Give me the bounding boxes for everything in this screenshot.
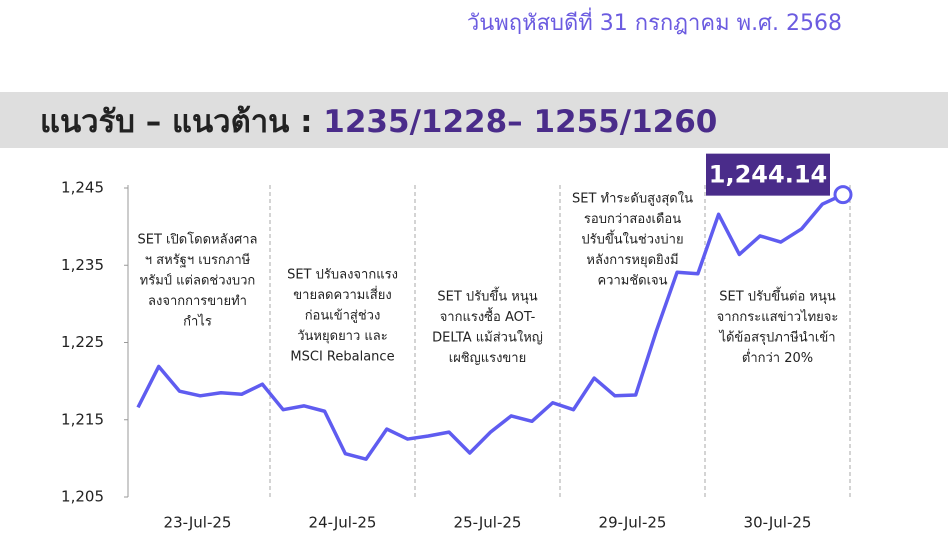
x-tick-label: 24-Jul-25 [309, 514, 377, 532]
y-tick-label: 1,245 [61, 179, 104, 197]
annotation: SET ปรับขึ้นต่อ หนุน [719, 287, 836, 305]
callout-box [706, 153, 830, 196]
annotation: หลังการหยุดยิงมี [586, 252, 678, 268]
y-tick-label: 1,225 [61, 333, 104, 351]
annotation: ขายลดความเสี่ยง [293, 286, 391, 303]
annotation: วันหยุดยาว และ [297, 329, 388, 344]
title: แนวรับ – แนวต้าน : [40, 104, 323, 140]
annotation: กำไร [183, 314, 212, 330]
annotation: ก่อนเข้าสู่ช่วง [305, 309, 381, 324]
y-tick-label: 1,215 [61, 410, 104, 428]
annotation: DELTA แม้ส่วนใหญ่ [432, 330, 543, 346]
annotation: SET ทำระดับสูงสุดใน [572, 191, 693, 207]
annotation: SET ปรับขึ้น หนุน [437, 287, 537, 305]
annotation: เผชิญแรงขาย [449, 351, 526, 366]
annotation: จากแรงซื้อ AOT- [440, 307, 536, 325]
annotation: SET เปิดโดดหลังศาล [138, 232, 258, 248]
annotation: ทรัมป์ แต่ลดช่วงบวก [140, 273, 256, 289]
banner-text: แนวรับ – แนวต้าน : 1235/1228– 1255/1260 [40, 104, 717, 140]
last-point [833, 185, 853, 205]
x-tick-label: 29-Jul-25 [599, 514, 667, 532]
annotation: ความชัดเจน [597, 274, 667, 289]
callout-label: 1,244.14 [709, 161, 827, 189]
date: วันพฤหัสบดีที่ 31 กรกฎาคม พ.ศ. 2568 [467, 7, 842, 36]
subtitle: 1235/1228– 1255/1260 [323, 104, 717, 140]
annotation: ฯ สหรัฐฯ เบรกภาษี [145, 252, 251, 268]
y-tick-label: 1,235 [61, 256, 104, 274]
annotation: จากกระแสข่าวไทยจะ [717, 309, 839, 325]
x-tick-label: 25-Jul-25 [454, 514, 522, 532]
y-tick-label: 1,205 [61, 488, 104, 506]
annotation: รอบกว่าสองเดือน [584, 211, 681, 227]
annotation: ได้ข้อสรุปภาษีนำเข้า [718, 330, 835, 346]
annotation: MSCI Rebalance [290, 350, 394, 365]
annotation: ลงจากการขายทำ [148, 294, 247, 309]
annotation: SET ปรับลงจากแรง [287, 268, 398, 283]
line [136, 193, 844, 461]
banner [0, 92, 948, 148]
x-tick-label: 30-Jul-25 [744, 514, 812, 532]
x-tick-label: 23-Jul-25 [164, 514, 232, 532]
annotation: ปรับขึ้นในช่วงบ่าย [581, 230, 683, 248]
annotation: ต่ำกว่า 20% [742, 349, 813, 366]
